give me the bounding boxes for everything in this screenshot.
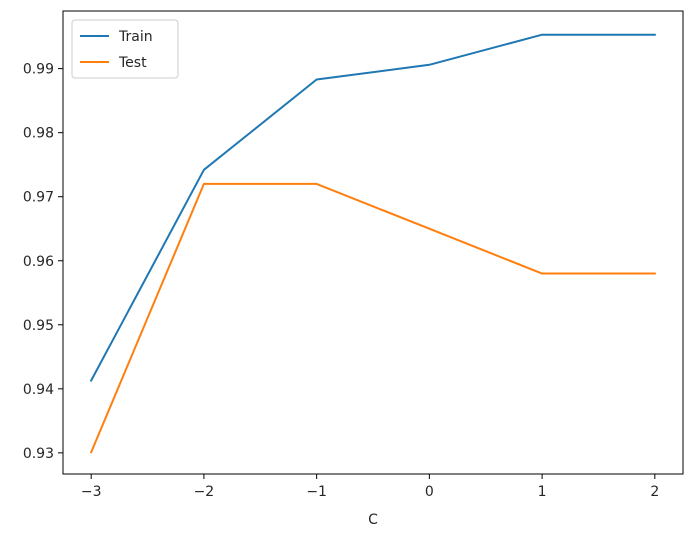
- legend-box: [71, 19, 179, 79]
- plot-frame: [62, 10, 684, 475]
- y-tick-label: 0.93: [23, 446, 54, 462]
- series-lines: [89, 33, 656, 454]
- series-line-test: [89, 182, 656, 454]
- legend-label-train: Train: [118, 29, 153, 45]
- plot-area: [63, 11, 683, 474]
- x-tick-label: −1: [306, 484, 327, 500]
- x-tick-label: −3: [81, 484, 102, 500]
- series-line-train: [89, 33, 656, 382]
- y-tick-label: 0.94: [23, 382, 54, 398]
- plot-background: [63, 11, 683, 474]
- x-tick-label: 0: [425, 484, 434, 500]
- legend-label-test: Test: [118, 55, 147, 71]
- y-tick-label: 0.99: [23, 62, 54, 78]
- y-tick-label: 0.96: [23, 254, 54, 270]
- y-tick-label: 0.95: [23, 318, 54, 334]
- x-tick-label: −2: [194, 484, 215, 500]
- x-tick-label: 2: [650, 484, 659, 500]
- y-tick-label: 0.97: [23, 190, 54, 206]
- x-tick-label: 1: [538, 484, 547, 500]
- y-tick-label: 0.98: [23, 126, 54, 142]
- x-axis-label: C: [368, 512, 378, 528]
- axes: −3 −2 −1 0 1 2 0.93 0.94 0.95 0.96 0.97 0.98 0.99: [23, 10, 684, 500]
- legend: Train Test: [71, 19, 179, 79]
